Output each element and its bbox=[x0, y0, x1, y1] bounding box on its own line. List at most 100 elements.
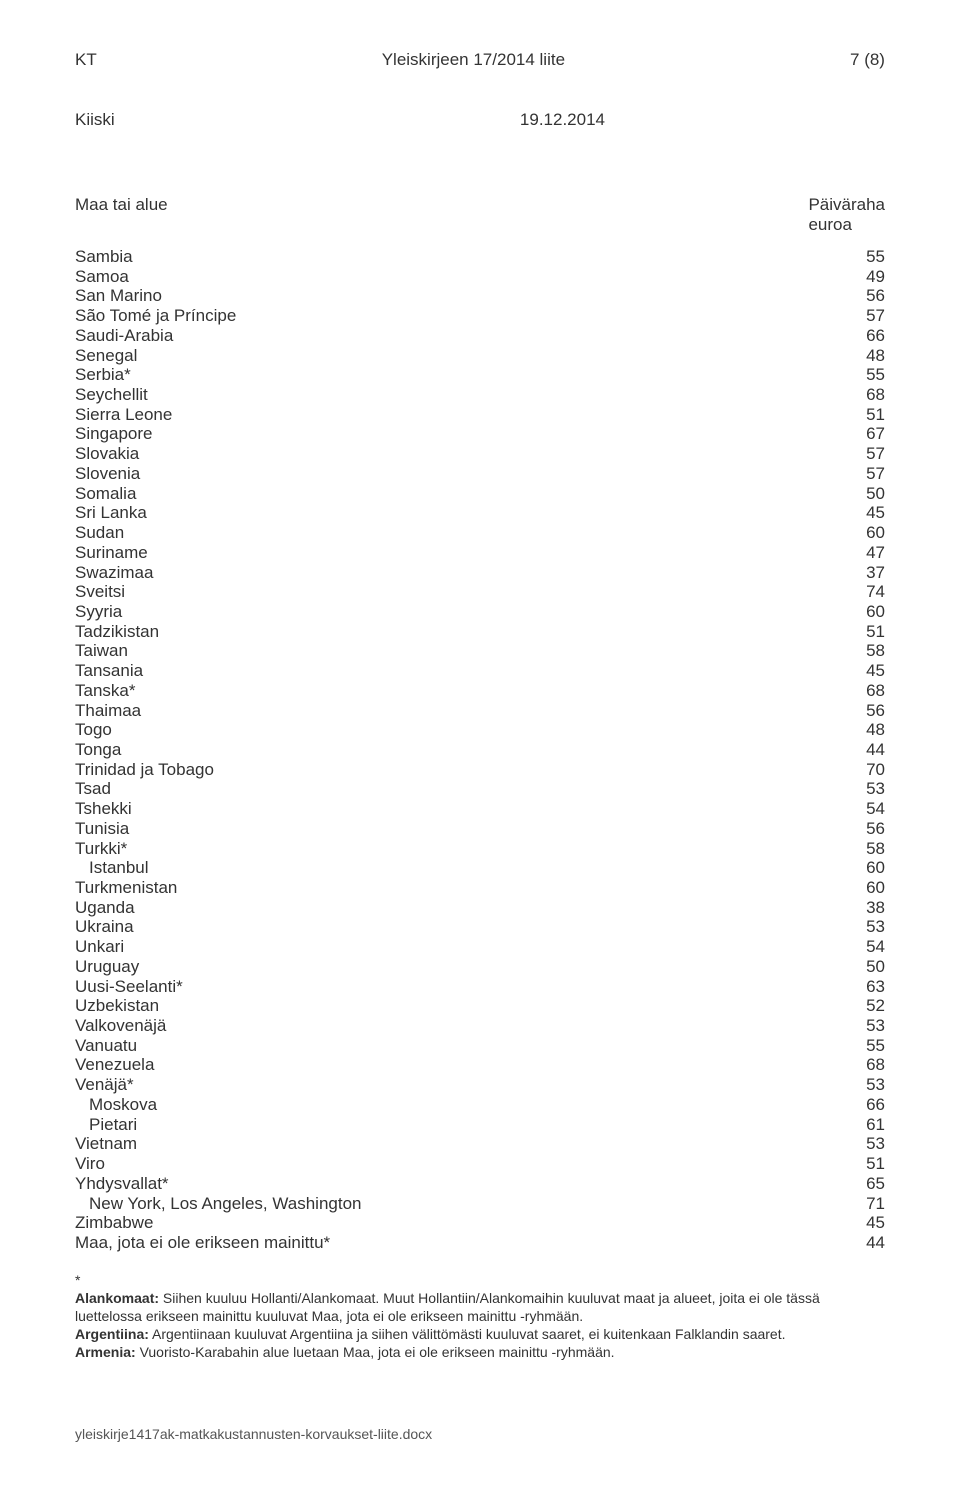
country-name: Senegal bbox=[75, 346, 820, 366]
table-row: Tsad53 bbox=[75, 779, 885, 799]
country-value: 55 bbox=[855, 1036, 885, 1056]
country-value: 53 bbox=[855, 1075, 885, 1095]
table-row: Tansania 45 bbox=[75, 661, 885, 681]
country-value: 50 bbox=[855, 484, 885, 504]
author-name: Kiiski bbox=[75, 110, 115, 130]
country-name: Pietari bbox=[75, 1115, 820, 1135]
table-row: Taiwan 58 bbox=[75, 641, 885, 661]
country-value: 45 bbox=[855, 661, 885, 681]
table-row: Pietari 61 bbox=[75, 1115, 885, 1135]
table-row: Uusi-Seelanti*63 bbox=[75, 977, 885, 997]
table-header-country: Maa tai alue bbox=[75, 195, 683, 235]
table-row: Singapore67 bbox=[75, 424, 885, 444]
country-name: Taiwan bbox=[75, 641, 820, 661]
header-org: KT bbox=[75, 50, 97, 70]
table-row: Turkmenistan 60 bbox=[75, 878, 885, 898]
country-name: Tansania bbox=[75, 661, 820, 681]
table-header-row: Maa tai alue Päiväraha euroa bbox=[75, 195, 885, 235]
country-name: Sierra Leone bbox=[75, 405, 820, 425]
country-name: Viro bbox=[75, 1154, 820, 1174]
country-value: 68 bbox=[855, 385, 885, 405]
country-value: 68 bbox=[855, 1055, 885, 1075]
footnote-armenia: Armenia: Vuoristo-Karabahin alue luetaan… bbox=[75, 1343, 885, 1361]
country-value: 38 bbox=[855, 898, 885, 918]
table-row: Sudan60 bbox=[75, 523, 885, 543]
country-name: Uruguay bbox=[75, 957, 820, 977]
country-name: Saudi-Arabia bbox=[75, 326, 820, 346]
table-row: Sri Lanka45 bbox=[75, 503, 885, 523]
footnote-alankomaat: Alankomaat: Siihen kuuluu Hollanti/Alank… bbox=[75, 1289, 885, 1325]
country-name: Turkki* bbox=[75, 839, 820, 859]
country-name: Vietnam bbox=[75, 1134, 820, 1154]
table-header-value: Päiväraha euroa bbox=[808, 195, 885, 235]
footnote-armenia-label: Armenia: bbox=[75, 1344, 136, 1360]
table-row: Maa, jota ei ole erikseen mainittu*44 bbox=[75, 1233, 885, 1253]
footnote-asterisk: * bbox=[75, 1271, 885, 1289]
country-value: 44 bbox=[855, 1233, 885, 1253]
table-row: Senegal 48 bbox=[75, 346, 885, 366]
document-date: 19.12.2014 bbox=[520, 110, 605, 130]
footnote-armenia-text: Vuoristo-Karabahin alue luetaan Maa, jot… bbox=[136, 1344, 615, 1360]
table-row: Suriname47 bbox=[75, 543, 885, 563]
footnote-argentiina-label: Argentiina: bbox=[75, 1326, 149, 1342]
country-value: 37 bbox=[855, 563, 885, 583]
table-row: Zimbabwe45 bbox=[75, 1213, 885, 1233]
table-row: Tunisia 56 bbox=[75, 819, 885, 839]
table-row: Sierra Leone51 bbox=[75, 405, 885, 425]
country-value: 61 bbox=[855, 1115, 885, 1135]
table-row: Ukraina53 bbox=[75, 917, 885, 937]
country-name: Tonga bbox=[75, 740, 820, 760]
country-value: 71 bbox=[855, 1194, 885, 1214]
country-value: 56 bbox=[855, 819, 885, 839]
country-name: Vanuatu bbox=[75, 1036, 820, 1056]
country-name: Sambia bbox=[75, 247, 820, 267]
country-name: Valkovenäjä bbox=[75, 1016, 820, 1036]
table-row: Sambia55 bbox=[75, 247, 885, 267]
footnote-alankomaat-text: Siihen kuuluu Hollanti/Alankomaat. Muut … bbox=[75, 1290, 820, 1324]
header-page: 7 (8) bbox=[850, 50, 885, 70]
table-row: São Tomé ja Príncipe57 bbox=[75, 306, 885, 326]
country-value: 60 bbox=[855, 858, 885, 878]
country-value: 56 bbox=[855, 701, 885, 721]
country-name: Singapore bbox=[75, 424, 820, 444]
country-name: Seychellit bbox=[75, 385, 820, 405]
country-value: 58 bbox=[855, 641, 885, 661]
country-value: 65 bbox=[855, 1174, 885, 1194]
country-value: 51 bbox=[855, 622, 885, 642]
table-row: Seychellit 68 bbox=[75, 385, 885, 405]
country-name: Tunisia bbox=[75, 819, 820, 839]
country-name: Turkmenistan bbox=[75, 878, 820, 898]
country-name: Uzbekistan bbox=[75, 996, 820, 1016]
country-value: 48 bbox=[855, 720, 885, 740]
table-row: Vietnam53 bbox=[75, 1134, 885, 1154]
table-row: Somalia50 bbox=[75, 484, 885, 504]
country-name: Syyria bbox=[75, 602, 820, 622]
table-row: San Marino56 bbox=[75, 286, 885, 306]
table-row: Unkari 54 bbox=[75, 937, 885, 957]
table-row: New York, Los Angeles, Washington71 bbox=[75, 1194, 885, 1214]
country-name: Unkari bbox=[75, 937, 820, 957]
table-row: Swazimaa37 bbox=[75, 563, 885, 583]
header-title: Yleiskirjeen 17/2014 liite bbox=[382, 50, 565, 70]
country-value: 66 bbox=[855, 326, 885, 346]
country-name: Sri Lanka bbox=[75, 503, 820, 523]
table-row: Syyria60 bbox=[75, 602, 885, 622]
table-row: Togo48 bbox=[75, 720, 885, 740]
country-value: 54 bbox=[855, 799, 885, 819]
country-value: 60 bbox=[855, 878, 885, 898]
country-name: Serbia* bbox=[75, 365, 820, 385]
country-name: Uusi-Seelanti* bbox=[75, 977, 820, 997]
country-value: 52 bbox=[855, 996, 885, 1016]
country-value: 54 bbox=[855, 937, 885, 957]
country-name: Slovenia bbox=[75, 464, 820, 484]
country-name: Uganda bbox=[75, 898, 820, 918]
table-row: Thaimaa56 bbox=[75, 701, 885, 721]
country-value: 60 bbox=[855, 523, 885, 543]
table-row: Viro51 bbox=[75, 1154, 885, 1174]
table-row: Yhdysvallat*65 bbox=[75, 1174, 885, 1194]
table-row: Venezuela68 bbox=[75, 1055, 885, 1075]
country-value: 48 bbox=[855, 346, 885, 366]
country-value: 57 bbox=[855, 306, 885, 326]
country-value: 53 bbox=[855, 917, 885, 937]
country-value: 50 bbox=[855, 957, 885, 977]
